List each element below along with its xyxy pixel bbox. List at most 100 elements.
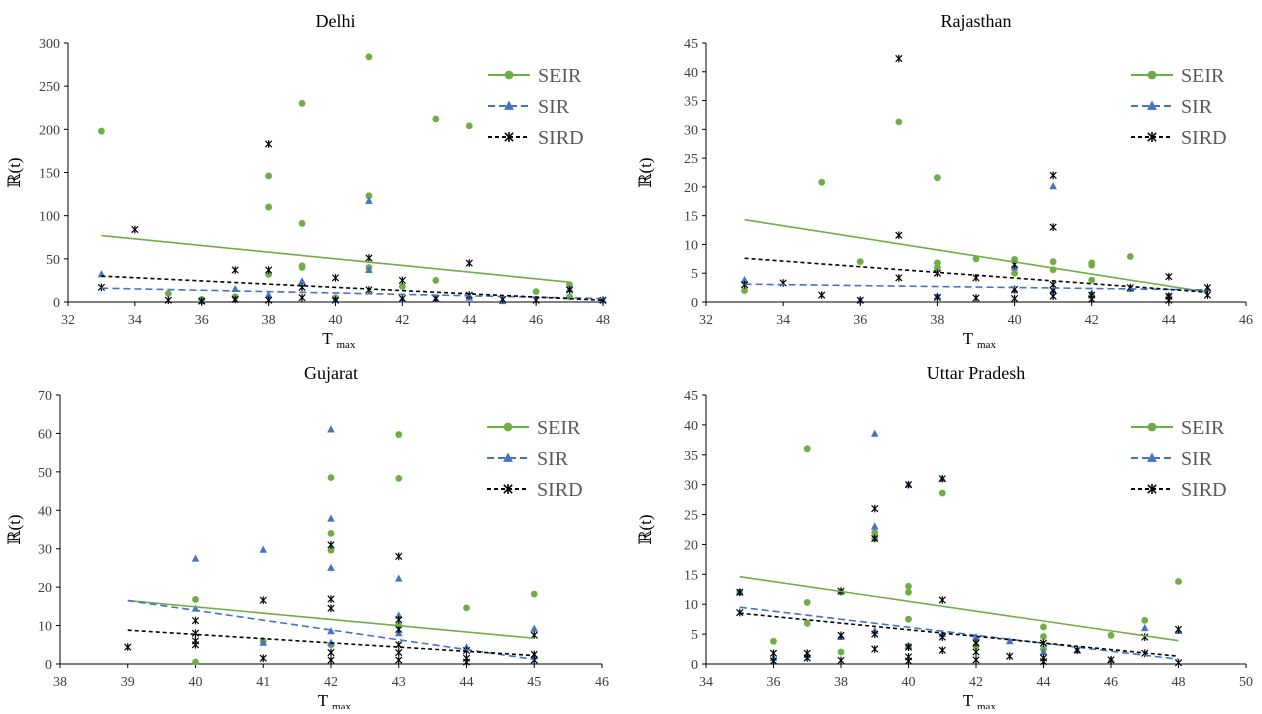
sird-point bbox=[231, 266, 239, 274]
seir-point bbox=[938, 489, 946, 497]
legend-label: SIR bbox=[537, 448, 569, 470]
sird-point bbox=[904, 643, 913, 652]
sir-point bbox=[191, 554, 200, 562]
y-tick-label: 50 bbox=[38, 466, 52, 481]
sird-point bbox=[191, 629, 200, 638]
sird-point bbox=[97, 283, 106, 292]
sird-point bbox=[395, 625, 403, 634]
x-tick-label: 40 bbox=[1008, 313, 1022, 328]
legend-item-sir: SIR bbox=[1131, 96, 1213, 118]
sird-point bbox=[365, 254, 373, 262]
seir-point bbox=[1126, 253, 1134, 260]
sird-point bbox=[1039, 639, 1048, 647]
legend-marker bbox=[1147, 70, 1157, 80]
sird-point bbox=[1049, 171, 1057, 180]
legend-item-seir: SEIR bbox=[1131, 65, 1225, 87]
y-tick-label: 250 bbox=[39, 80, 60, 95]
seir-point bbox=[1141, 616, 1149, 624]
sir-point bbox=[394, 574, 403, 582]
sird-point bbox=[938, 646, 946, 655]
legend-marker bbox=[504, 70, 514, 80]
seir-point bbox=[298, 220, 306, 227]
legend-marker bbox=[503, 484, 513, 494]
legend-label: SEIR bbox=[538, 65, 582, 87]
sird-trend-line bbox=[739, 612, 1179, 658]
y-tick-label: 45 bbox=[684, 389, 698, 404]
sird-point bbox=[938, 633, 946, 641]
legend-marker bbox=[1147, 132, 1157, 142]
seir-point bbox=[1049, 258, 1057, 266]
sird-point bbox=[398, 294, 406, 303]
seir-point bbox=[192, 596, 199, 603]
sir-point bbox=[870, 429, 879, 437]
legend-label: SIR bbox=[1181, 96, 1213, 118]
y-tick-label: 60 bbox=[38, 427, 52, 442]
sird-point bbox=[972, 294, 980, 302]
seir-point bbox=[871, 529, 879, 536]
legend-marker bbox=[1147, 484, 1157, 494]
sird-trend-line bbox=[127, 629, 535, 657]
seir-point bbox=[803, 445, 811, 453]
sird-point bbox=[1203, 283, 1212, 292]
sird-point bbox=[530, 656, 538, 664]
y-tick-label: 0 bbox=[45, 658, 52, 673]
panel-rajasthan: Rajasthan 0 5 10 15 20 25 30 35 40 45 32 34 36 38 40 42 4… bbox=[631, 0, 1262, 355]
x-tick-label: 48 bbox=[596, 313, 610, 328]
sird-trend-line bbox=[744, 257, 1208, 294]
sir-point bbox=[264, 290, 273, 299]
sird-point bbox=[1010, 294, 1019, 303]
sir-point bbox=[394, 611, 403, 619]
sird-point bbox=[837, 631, 845, 640]
y-tick-label: 20 bbox=[684, 538, 698, 553]
y-tick-label: 5 bbox=[691, 267, 698, 282]
seir-point bbox=[365, 192, 373, 200]
seir-trend-line bbox=[739, 575, 1179, 642]
legend-marker bbox=[503, 452, 513, 462]
sird-point bbox=[769, 657, 778, 665]
seir-point bbox=[856, 258, 864, 266]
x-tick-label: 34 bbox=[776, 313, 790, 328]
sird-point bbox=[395, 552, 403, 561]
seir-point bbox=[837, 648, 845, 656]
sird-point bbox=[904, 480, 913, 489]
sir-trend-line bbox=[744, 283, 1208, 291]
seir-point bbox=[934, 174, 941, 182]
y-tick-label: 15 bbox=[684, 210, 698, 225]
x-tick-label: 32 bbox=[699, 313, 713, 328]
sird-point bbox=[1006, 652, 1014, 661]
sird-point bbox=[895, 54, 903, 63]
y-tick-label: 10 bbox=[684, 238, 698, 253]
y-tick-label: 70 bbox=[38, 389, 52, 404]
y-tick-label: 100 bbox=[39, 210, 60, 225]
y-tick-label: 300 bbox=[39, 37, 60, 52]
sir-point bbox=[530, 624, 539, 632]
x-tick-label: 46 bbox=[529, 313, 543, 328]
sird-point bbox=[395, 656, 403, 664]
seir-point bbox=[164, 289, 172, 297]
sird-point bbox=[1141, 633, 1149, 641]
legend-marker bbox=[1147, 422, 1157, 432]
sir-point bbox=[298, 277, 306, 285]
legend-item-sird: SIRD bbox=[488, 127, 584, 149]
legend-label: SIRD bbox=[1181, 479, 1227, 501]
seir-point bbox=[1175, 578, 1182, 585]
sird-point bbox=[331, 296, 340, 305]
sird-point bbox=[871, 534, 879, 543]
seir-trend-line bbox=[127, 599, 535, 640]
seir-point bbox=[432, 277, 440, 284]
chart-gujarat: Gujarat 0 10 20 30 40 50 60 70 38 39 40 41 42 43 44 45 46… bbox=[5, 363, 609, 713]
series-sird bbox=[736, 474, 1183, 667]
y-tick-label: 0 bbox=[691, 658, 698, 673]
chart-title: Gujarat bbox=[304, 363, 358, 383]
legend-item-sird: SIRD bbox=[1131, 479, 1227, 501]
x-tick-label: 36 bbox=[195, 313, 209, 328]
sird-point bbox=[395, 648, 403, 657]
x-tick-label: 48 bbox=[1172, 675, 1186, 690]
series-sir bbox=[97, 196, 607, 305]
sird-point bbox=[938, 596, 946, 604]
seir-point bbox=[972, 255, 980, 263]
legend-label: SIRD bbox=[538, 127, 584, 149]
legend-marker bbox=[504, 100, 514, 110]
seir-point bbox=[934, 264, 941, 271]
sird-point bbox=[432, 294, 440, 303]
